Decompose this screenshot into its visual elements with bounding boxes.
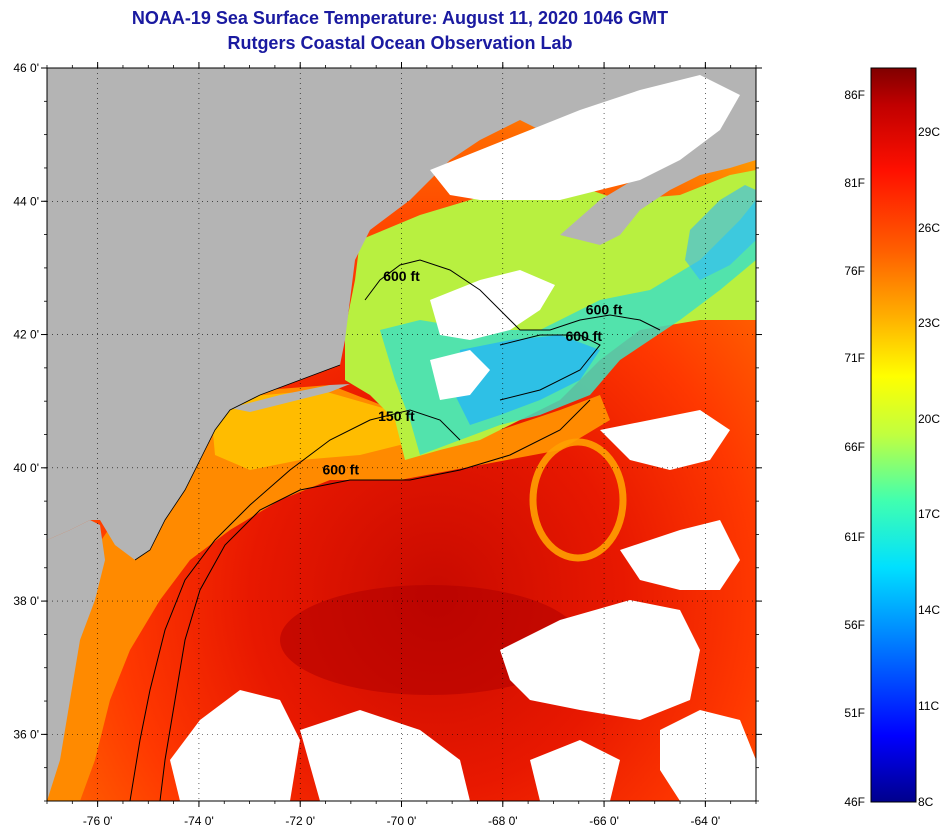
colorbar — [870, 67, 917, 803]
contour-label: 600 ft — [586, 302, 623, 318]
contour-label: 600 ft — [383, 268, 420, 284]
lon-label: -68 0' — [488, 814, 518, 828]
gulf-stream-core — [280, 585, 580, 695]
warm-core-ring — [529, 438, 627, 562]
shelf-water-yellow — [210, 390, 420, 470]
contour-label: 600 ft — [566, 328, 603, 344]
colorbar-f-label: 51F — [844, 706, 865, 720]
lat-label: 36 0' — [13, 727, 39, 741]
lon-label: -66 0' — [589, 814, 619, 828]
contour-600ft-shelf-break — [159, 399, 591, 801]
lat-label: 38 0' — [13, 594, 39, 608]
colorbar-f-label: 61F — [844, 530, 865, 544]
map-axes: 46 0' 44 0' 42 0' 40 0' 38 0' 36 0' -76 0' -74 … — [13, 61, 762, 828]
long-island — [230, 384, 350, 412]
land — [47, 68, 756, 801]
coastline — [134, 364, 341, 561]
colorbar-labels: 86F 81F 76F 71F 66F 61F 56F 51F 46F 29C 26C 23C 20C 1… — [844, 88, 940, 809]
lat-label: 42 0' — [13, 328, 39, 342]
cold-water-core — [455, 335, 600, 425]
lon-label: -70 0' — [387, 814, 417, 828]
contour-600ft-gulf-of-maine — [364, 259, 661, 331]
colorbar-c-label: 20C — [918, 412, 940, 426]
map-title: NOAA-19 Sea Surface Temperature: August … — [131, 8, 669, 28]
colorbar-c-label: 23C — [918, 316, 940, 330]
lon-label: -74 0' — [184, 814, 214, 828]
lat-label: 44 0' — [13, 194, 39, 208]
colorbar-c-label: 11C — [918, 699, 939, 713]
colorbar-c-label: 8C — [918, 795, 934, 809]
lon-label: -72 0' — [285, 814, 315, 828]
lat-label: 46 0' — [13, 61, 39, 75]
colorbar-f-label: 56F — [844, 618, 865, 632]
colorbar-c-label: 26C — [918, 221, 940, 235]
shelf-water — [47, 385, 610, 801]
cold-water-scotian — [685, 185, 756, 280]
colorbar-c-label: 14C — [918, 603, 940, 617]
contour-label: 600 ft — [322, 461, 359, 477]
colorbar-c-label: 17C — [918, 507, 940, 521]
lon-label: -64 0' — [691, 814, 721, 828]
nova-scotia — [560, 105, 756, 245]
colorbar-f-label: 46F — [844, 795, 865, 809]
contour-label: 150 ft — [378, 408, 415, 424]
graticule — [47, 68, 756, 801]
contour-labels: 600 ft 600 ft 600 ft 150 ft 600 ft — [322, 268, 622, 477]
lon-label: -76 0' — [83, 814, 113, 828]
colorbar-f-label: 76F — [844, 264, 865, 278]
contour-600ft-georges — [499, 334, 601, 401]
colorbar-f-label: 81F — [844, 176, 865, 190]
map-subtitle: Rutgers Coastal Ocean Observation Lab — [227, 33, 573, 53]
cloud-cover — [170, 75, 756, 801]
colorbar-f-label: 86F — [844, 88, 865, 102]
colorbar-f-label: 71F — [844, 351, 865, 365]
contour-150ft — [129, 409, 461, 801]
bathymetry-contours — [129, 259, 661, 801]
lat-label: 40 0' — [13, 461, 39, 475]
colorbar-c-label: 29C — [918, 125, 940, 139]
colorbar-f-label: 66F — [844, 440, 865, 454]
